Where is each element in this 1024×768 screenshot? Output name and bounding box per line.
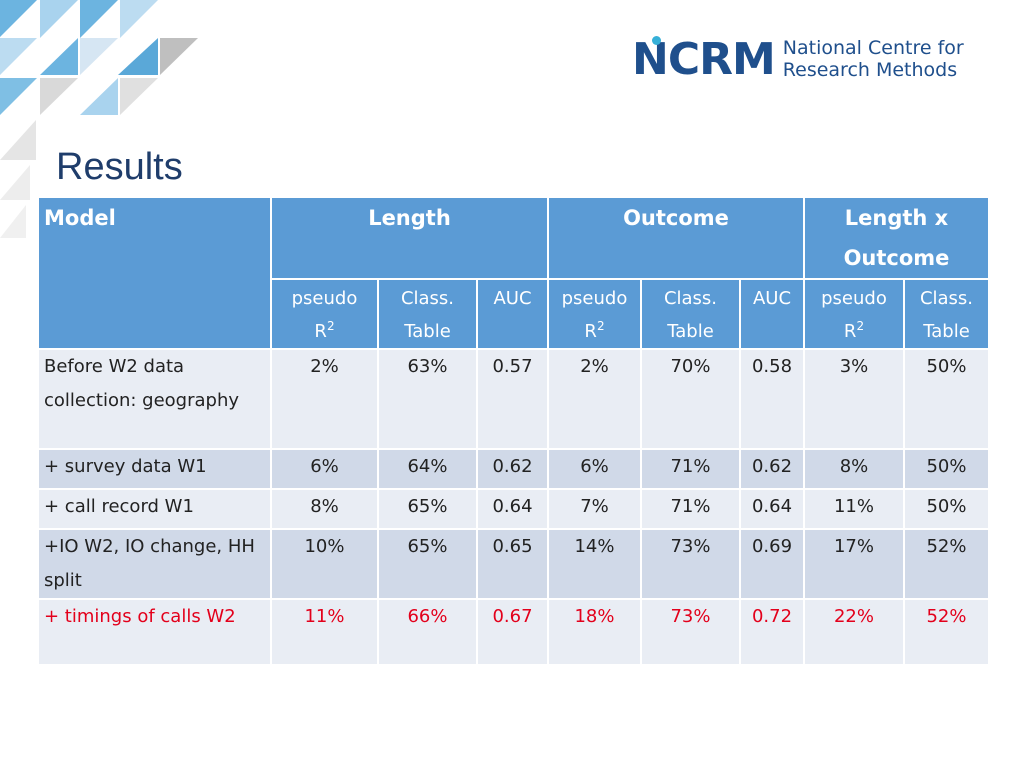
subheader-2: AUC [476, 278, 549, 350]
table-cell: 0.64 [476, 488, 549, 530]
table-cell: 8% [270, 488, 379, 530]
superscript: 2 [596, 319, 605, 333]
table-cell: 6% [547, 448, 642, 490]
table-cell: 11% [270, 598, 379, 666]
table-cell: 65% [377, 528, 478, 600]
row-label: Before W2 data collection: geography [37, 348, 272, 450]
table-cell: 50% [903, 348, 990, 450]
table-cell: 65% [377, 488, 478, 530]
table-cell: 73% [640, 528, 741, 600]
superscript: 2 [856, 319, 865, 333]
group-header-length: Length [270, 196, 549, 280]
logo-line-2: Research Methods [782, 59, 958, 81]
subheader-line1: pseudo [821, 288, 887, 309]
table-cell: 14% [547, 528, 642, 600]
table-row: Before W2 data collection: geography 2% 63… [37, 348, 990, 450]
table-cell: 6% [270, 448, 379, 490]
subheader-4: Class. Table [640, 278, 741, 350]
subheader-6: pseudo R2 [803, 278, 905, 350]
subheader-line2: R2 [843, 319, 865, 342]
table-cell: 50% [903, 488, 990, 530]
subheader-line1: Class. [663, 288, 718, 309]
table-cell: 8% [803, 448, 905, 490]
logo-line-1: National Centre for [782, 37, 964, 60]
logo-mark: NCRM [632, 34, 776, 85]
table-cell: 71% [640, 448, 741, 490]
subheader-line1: AUC [752, 288, 792, 309]
logo-dot-icon [652, 36, 661, 45]
table-cell: 73% [640, 598, 741, 666]
table-cell: 71% [640, 488, 741, 530]
row-label: + timings of calls W2 [37, 598, 272, 666]
table-cell: 17% [803, 528, 905, 600]
subheader-7: Class. Table [903, 278, 990, 350]
subheader-5: AUC [739, 278, 805, 350]
table-cell: 10% [270, 528, 379, 600]
table-cell: 52% [903, 528, 990, 600]
table-cell: 18% [547, 598, 642, 666]
page-title: Results [56, 146, 183, 188]
table-cell: 2% [270, 348, 379, 450]
table-cell: 0.57 [476, 348, 549, 450]
table-cell: 66% [377, 598, 478, 666]
ncrm-logo: NCRM National Centre for Research Method… [632, 34, 964, 86]
table-cell: 7% [547, 488, 642, 530]
subheader-line2: Table [404, 321, 451, 342]
logo-text: National Centre for Research Methods [782, 37, 964, 82]
table-cell: 64% [377, 448, 478, 490]
decorative-triangles [0, 0, 198, 238]
subheader-line1: pseudo [291, 288, 358, 309]
results-table: Model Length Outcome Length x Outcome ps… [37, 196, 990, 666]
subheader-line1: Class. [400, 288, 455, 309]
table-row: + survey data W1 6% 64% 0.62 6% 71% 0.62 8% 50% [37, 448, 990, 490]
table-cell: 2% [547, 348, 642, 450]
table-cell: 11% [803, 488, 905, 530]
table-cell: 0.65 [476, 528, 549, 600]
table-cell: 0.64 [739, 488, 805, 530]
table-cell: 3% [803, 348, 905, 450]
row-label: + survey data W1 [37, 448, 272, 490]
subheader-line1: AUC [493, 288, 532, 309]
group-header-length-x-outcome: Length x Outcome [803, 196, 990, 280]
subheader-line1: pseudo [561, 288, 628, 309]
subheader-3: pseudo R2 [547, 278, 642, 350]
subheader-1: Class. Table [377, 278, 478, 350]
table-row: + call record W1 8% 65% 0.64 7% 71% 0.64 11% 50% [37, 488, 990, 530]
subheader-0: pseudo R2 [270, 278, 379, 350]
superscript: 2 [326, 319, 335, 333]
table-cell: 0.69 [739, 528, 805, 600]
table-cell: 0.58 [739, 348, 805, 450]
table-cell: 0.62 [476, 448, 549, 490]
table-row: +IO W2, IO change, HH split 10% 65% 0.65 14%… [37, 528, 990, 600]
table-cell: 22% [803, 598, 905, 666]
subheader-line2: R2 [584, 319, 605, 342]
table-cell: 0.62 [739, 448, 805, 490]
table-cell: 0.72 [739, 598, 805, 666]
table-cell: 63% [377, 348, 478, 450]
group-header-outcome: Outcome [547, 196, 805, 280]
table-cell: 0.67 [476, 598, 549, 666]
table-cell: 52% [903, 598, 990, 666]
subheader-line2: Table [923, 321, 970, 342]
subheader-line2: Table [667, 321, 714, 342]
subheader-line2: R2 [314, 319, 335, 342]
subheader-line1: Class. [919, 288, 974, 309]
table-cell: 50% [903, 448, 990, 490]
row-label: +IO W2, IO change, HH split [37, 528, 272, 600]
table-cell: 70% [640, 348, 741, 450]
table-row: + timings of calls W2 11% 66% 0.67 18% 73% 0.7… [37, 598, 990, 666]
model-header: Model [37, 196, 272, 350]
row-label: + call record W1 [37, 488, 272, 530]
